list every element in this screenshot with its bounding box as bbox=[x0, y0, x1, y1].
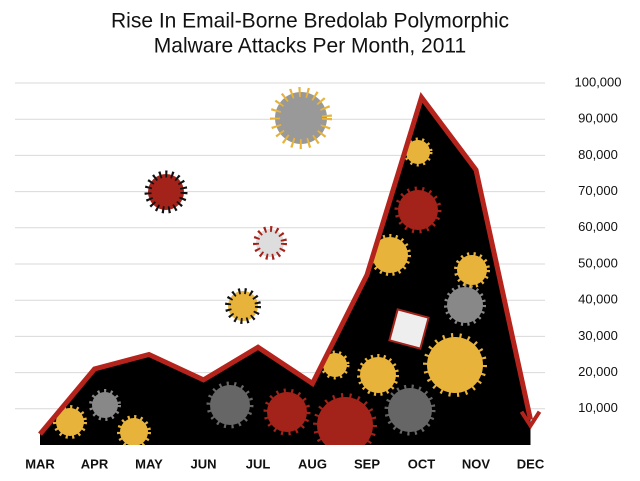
y-tick-label: 60,000 bbox=[578, 219, 618, 234]
y-tick-label: 30,000 bbox=[578, 328, 618, 343]
x-tick-label: OCT bbox=[408, 456, 436, 471]
x-tick-label: MAR bbox=[25, 456, 55, 471]
y-tick-label: 100,000 bbox=[575, 74, 622, 89]
x-tick-label: JUL bbox=[246, 456, 271, 471]
x-tick-label: APR bbox=[81, 456, 109, 471]
y-tick-label: 20,000 bbox=[578, 364, 618, 379]
virus-decoration bbox=[144, 87, 430, 350]
y-tick-label: 50,000 bbox=[578, 255, 618, 270]
y-tick-label: 80,000 bbox=[578, 147, 618, 162]
line bbox=[38, 92, 533, 436]
y-tick-label: 10,000 bbox=[578, 400, 618, 415]
chart-title: Rise In Email-Borne Bredolab Polymorphic bbox=[111, 10, 509, 33]
arrow-head bbox=[519, 410, 542, 430]
y-tick-label: 70,000 bbox=[578, 183, 618, 198]
x-tick-label: DEC bbox=[517, 456, 545, 471]
y-tick-label: 90,000 bbox=[578, 111, 618, 126]
virus-decoration bbox=[53, 137, 490, 445]
chart-title: Malware Attacks Per Month, 2011 bbox=[154, 35, 466, 58]
x-tick-label: JUN bbox=[190, 456, 216, 471]
x-tick-label: AUG bbox=[298, 456, 327, 471]
y-tick-label: 40,000 bbox=[578, 292, 618, 307]
area bbox=[40, 97, 531, 445]
x-tick-label: NOV bbox=[462, 456, 491, 471]
x-tick-label: SEP bbox=[354, 456, 380, 471]
x-tick-label: MAY bbox=[135, 456, 163, 471]
